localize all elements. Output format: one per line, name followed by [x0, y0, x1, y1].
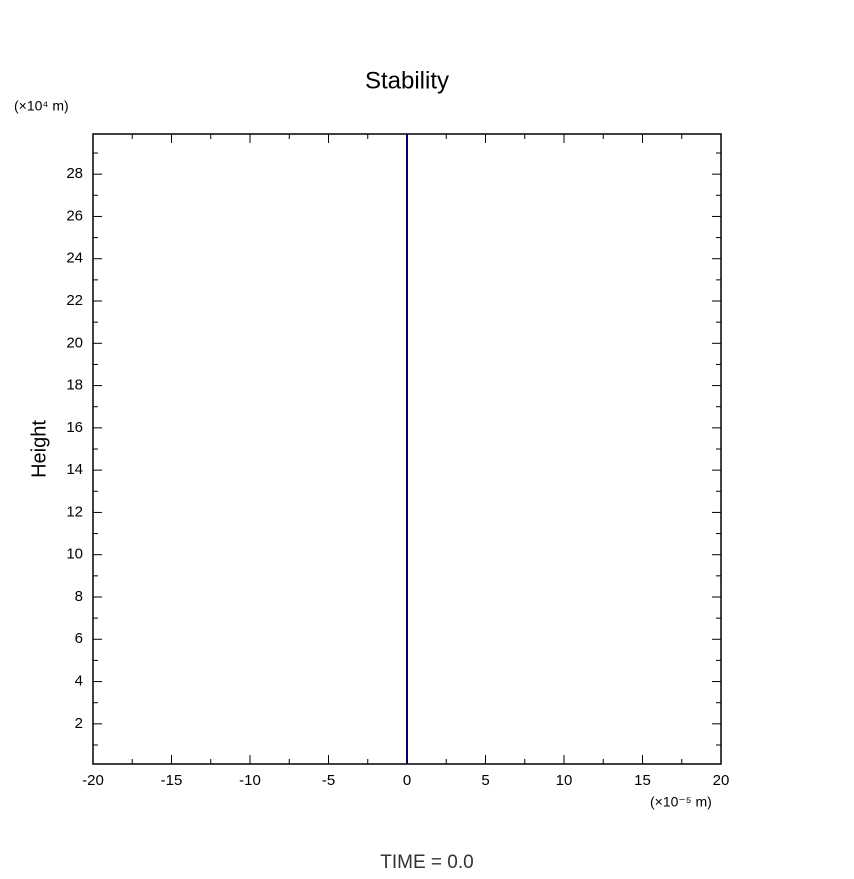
y-tick-label: 14	[66, 461, 83, 478]
x-tick-label: -10	[239, 772, 261, 789]
y-tick-label: 10	[66, 546, 83, 563]
y-tick-label: 2	[75, 715, 83, 732]
chart-title: Stability	[365, 67, 449, 94]
x-tick-label: 0	[403, 772, 411, 789]
y-tick-label: 16	[66, 419, 83, 436]
y-axis-label: Height	[28, 420, 50, 478]
y-unit: (×10⁴ m)	[14, 98, 69, 114]
x-tick-label: -15	[161, 772, 183, 789]
y-tick-label: 4	[75, 673, 83, 690]
annotation: TIME = 0.0	[380, 852, 473, 873]
x-tick-label: 5	[481, 772, 489, 789]
y-tick-label: 24	[66, 250, 83, 267]
y-tick-label: 20	[66, 334, 83, 351]
y-tick-label: 28	[66, 165, 83, 182]
x-tick-label: 10	[556, 772, 573, 789]
x-tick-label: -5	[322, 772, 335, 789]
x-tick-label: 20	[713, 772, 730, 789]
x-unit: (×10⁻⁵ m)	[650, 794, 712, 810]
y-tick-label: 22	[66, 292, 83, 309]
y-tick-label: 18	[66, 377, 83, 394]
y-tick-label: 6	[75, 630, 83, 647]
y-tick-label: 26	[66, 207, 83, 224]
y-tick-label: 8	[75, 588, 83, 605]
x-tick-label: 15	[634, 772, 651, 789]
x-tick-label: -20	[82, 772, 104, 789]
y-tick-label: 12	[66, 503, 83, 520]
